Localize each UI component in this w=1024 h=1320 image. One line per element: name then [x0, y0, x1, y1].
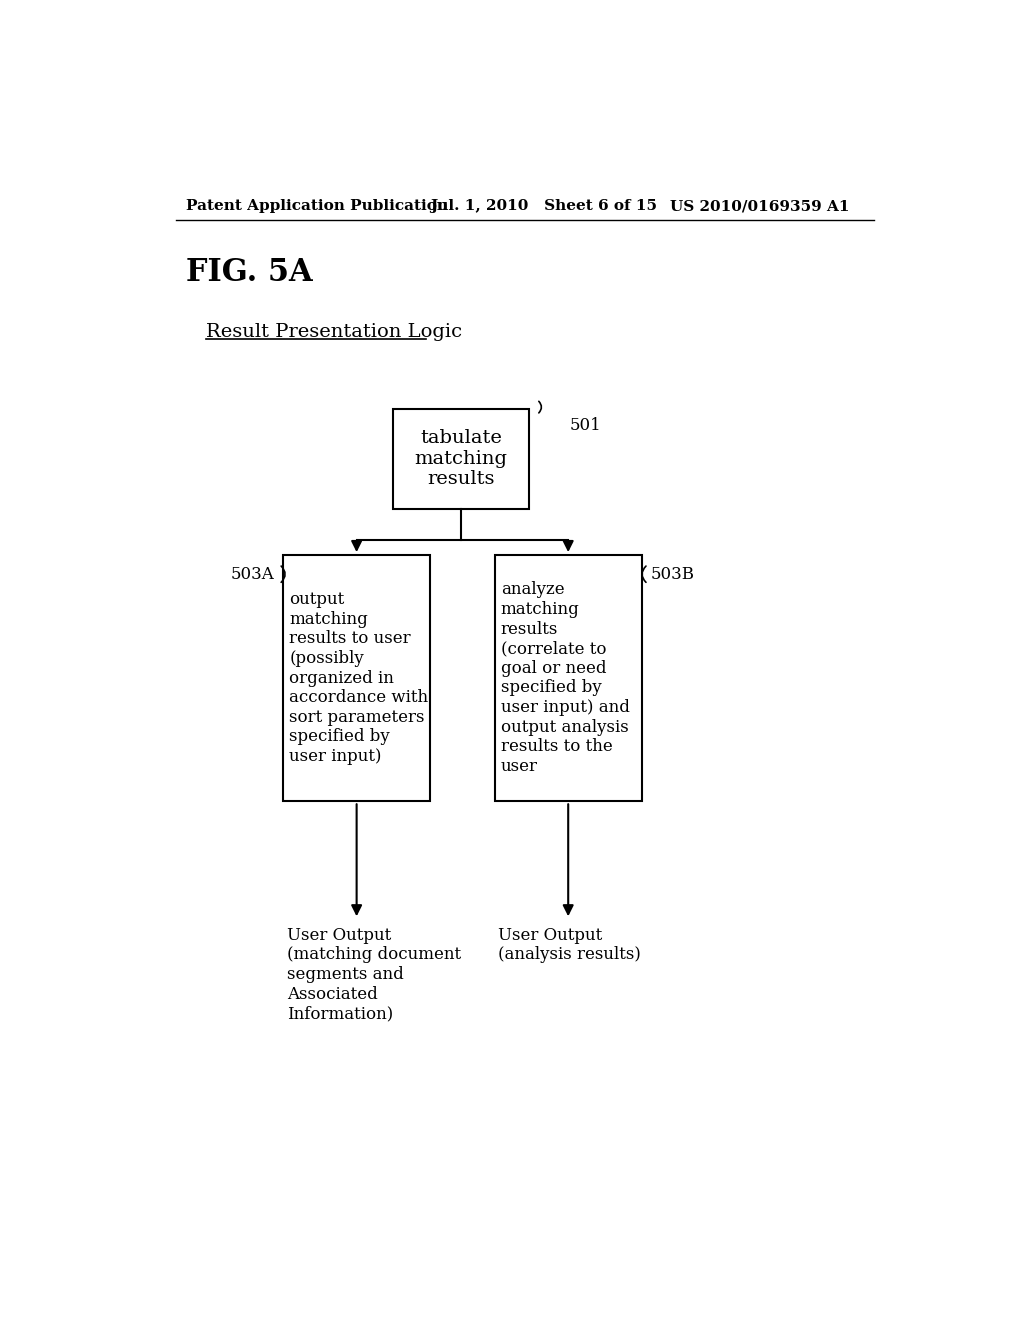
Text: FIG. 5A: FIG. 5A: [186, 257, 312, 288]
Text: User Output
(analysis results): User Output (analysis results): [499, 927, 641, 964]
Text: analyze
matching
results
(correlate to
goal or need
specified by
user input) and: analyze matching results (correlate to g…: [501, 581, 630, 775]
Text: Patent Application Publication: Patent Application Publication: [186, 199, 449, 213]
Text: 503B: 503B: [651, 566, 695, 582]
Text: Result Presentation Logic: Result Presentation Logic: [206, 322, 462, 341]
Text: US 2010/0169359 A1: US 2010/0169359 A1: [671, 199, 850, 213]
Text: Jul. 1, 2010   Sheet 6 of 15: Jul. 1, 2010 Sheet 6 of 15: [430, 199, 657, 213]
Text: 503A: 503A: [230, 566, 274, 582]
Text: tabulate
matching
results: tabulate matching results: [415, 429, 508, 488]
Text: User Output
(matching document
segments and
Associated
Information): User Output (matching document segments …: [287, 927, 461, 1022]
Bar: [393, 409, 529, 508]
Text: output
matching
results to user
(possibly
organized in
accordance with
sort para: output matching results to user (possibl…: [289, 591, 428, 766]
Bar: [495, 554, 642, 801]
Text: 501: 501: [569, 417, 601, 434]
Bar: [283, 554, 430, 801]
